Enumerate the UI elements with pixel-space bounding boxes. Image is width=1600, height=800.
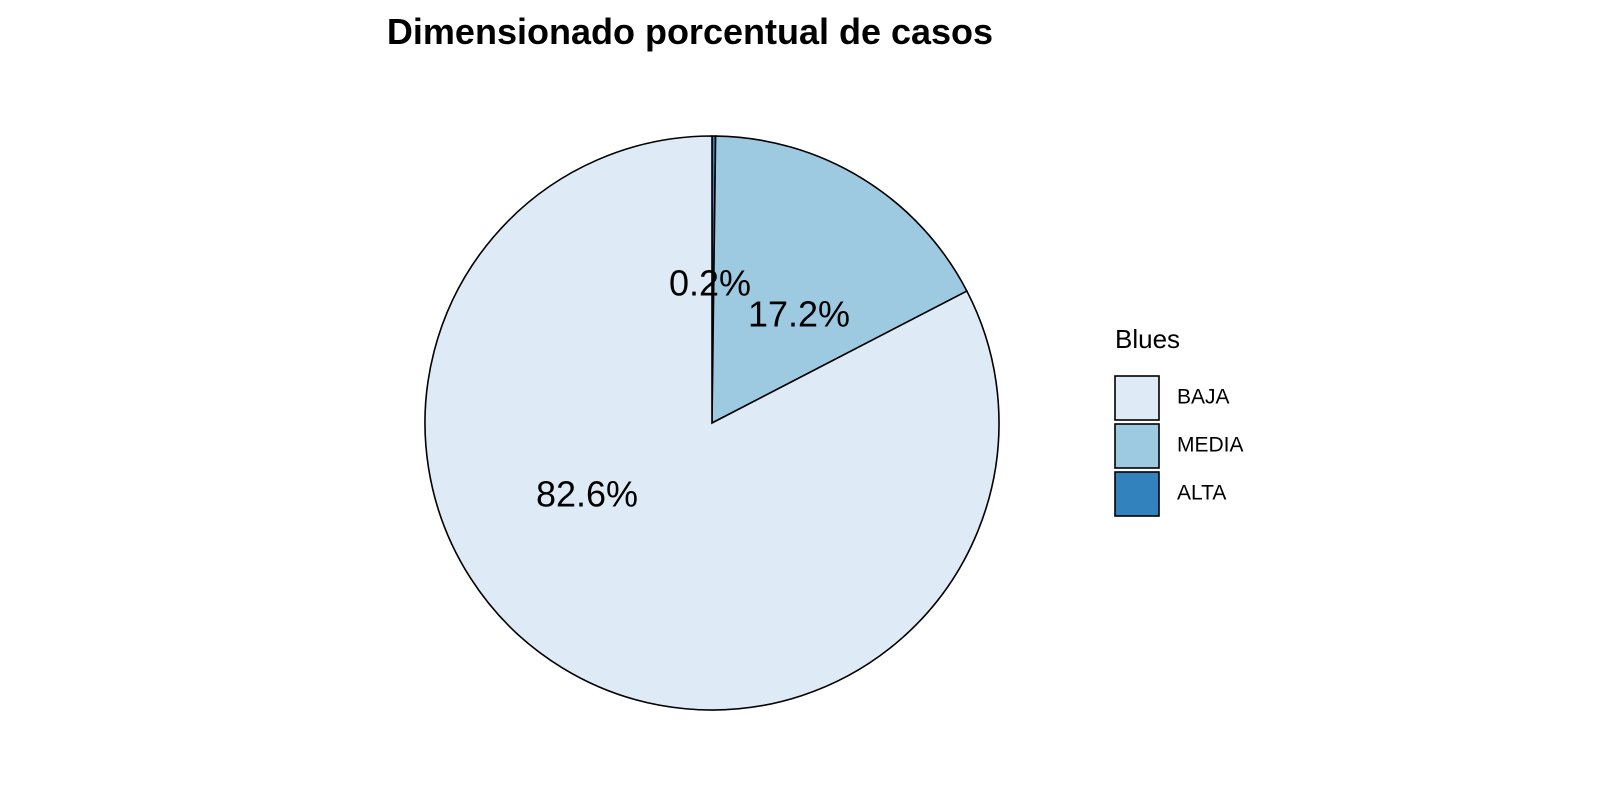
pie-slice-baja: [424, 135, 1000, 711]
legend-key-baja: [1114, 375, 1160, 421]
chart-title: Dimensionado porcentual de casos: [387, 11, 993, 52]
legend-key-media: [1114, 423, 1160, 469]
legend-key-alta: [1114, 471, 1160, 517]
legend-label-media: MEDIA: [1177, 434, 1244, 457]
slice-label-baja: 82.6%: [536, 474, 638, 515]
pie-slice-media: [711, 135, 968, 425]
legend-label-alta: ALTA: [1177, 482, 1226, 505]
pie-slice-labels: 0.2%17.2% 82.6%: [536, 263, 850, 515]
legend: Blues BAJA MEDIA ALTA: [1114, 324, 1244, 517]
legend-items: BAJA MEDIA ALTA: [1114, 375, 1244, 517]
slice-label-alta: 0.2%: [669, 263, 751, 304]
legend-title: Blues: [1115, 324, 1180, 354]
legend-label-baja: BAJA: [1177, 386, 1230, 409]
slice-label-media: 17.2%: [748, 294, 850, 335]
pie-slices: [424, 135, 1000, 711]
